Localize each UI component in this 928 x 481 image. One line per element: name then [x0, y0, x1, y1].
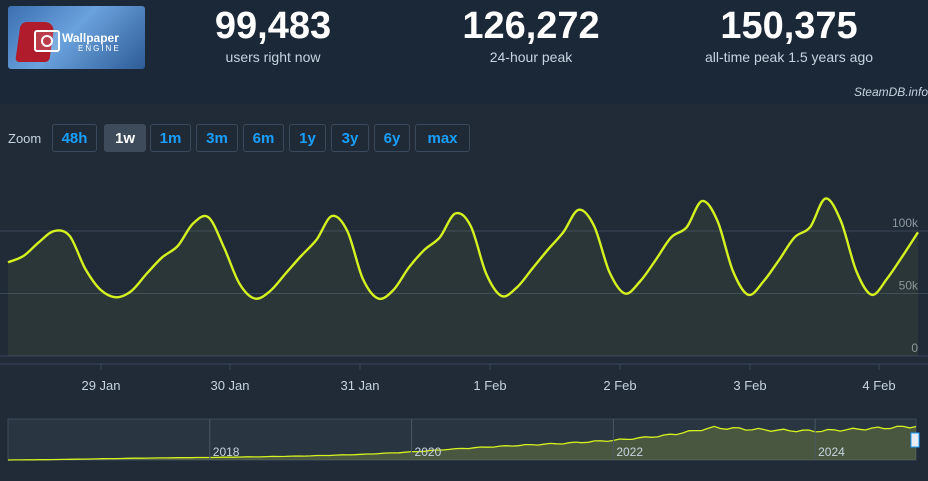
zoom-button-6m[interactable]: 6m	[243, 124, 284, 152]
stat-current-value: 99,483	[214, 5, 332, 47]
x-tick-label: 2 Feb	[603, 378, 636, 393]
stat-24h-peak-value: 126,272	[462, 5, 600, 47]
x-tick-label: 30 Jan	[210, 378, 249, 393]
wallpaper-engine-icon	[34, 30, 60, 52]
zoom-button-1w[interactable]: 1w	[104, 124, 146, 152]
stats-header: Wallpaper ENGINE 99,483 users right now …	[0, 0, 928, 83]
x-tick-label: 4 Feb	[862, 378, 895, 393]
stat-all-time-peak-label: all-time peak 1.5 years ago	[704, 49, 874, 65]
zoom-button-6y[interactable]: 6y	[374, 124, 410, 152]
navigator-tick-label: 2020	[415, 445, 442, 459]
navigator-line	[7, 425, 917, 461]
stat-current: 99,483 users right now	[173, 4, 373, 66]
y-tick-label: 100k	[892, 216, 919, 230]
y-tick-label: 0	[911, 341, 918, 355]
navigator-handle[interactable]	[910, 432, 920, 448]
stat-current-label: users right now	[225, 49, 321, 65]
zoom-button-max[interactable]: max	[415, 124, 470, 152]
zoom-label: Zoom	[8, 131, 42, 146]
app-logo[interactable]: Wallpaper ENGINE	[8, 6, 145, 69]
y-tick-label: 50k	[899, 279, 919, 293]
x-tick-label: 31 Jan	[340, 378, 379, 393]
navigator-area	[8, 426, 916, 460]
player-count-chart: 0 50k 100k 29 Jan 30 Jan 31 Jan 1 Feb 2 Feb 3 F…	[0, 197, 928, 461]
stat-all-time-peak-value: 150,375	[720, 5, 858, 47]
x-tick-label: 3 Feb	[733, 378, 766, 393]
stat-24h-peak: 126,272 24-hour peak	[431, 4, 631, 66]
zoom-button-3y[interactable]: 3y	[331, 124, 369, 152]
navigator-tick-label: 2022	[616, 445, 643, 459]
chart-series-line	[7, 197, 919, 301]
logo-subtext: ENGINE	[78, 44, 121, 53]
x-tick-label: 1 Feb	[473, 378, 506, 393]
navigator-tick-label: 2018	[213, 445, 240, 459]
zoom-button-1m[interactable]: 1m	[150, 124, 191, 152]
chart-panel	[0, 104, 928, 481]
zoom-button-3m[interactable]: 3m	[196, 124, 238, 152]
logo-text: Wallpaper	[62, 31, 119, 45]
chart-area-fill	[8, 198, 918, 356]
stat-24h-peak-label: 24-hour peak	[489, 49, 573, 65]
zoom-button-1y[interactable]: 1y	[289, 124, 326, 152]
stat-all-time-peak: 150,375 all-time peak 1.5 years ago	[689, 4, 889, 66]
x-tick-label: 29 Jan	[81, 378, 120, 393]
navigator-tick-label: 2024	[818, 445, 845, 459]
steamdb-credit[interactable]: SteamDB.info	[853, 85, 928, 99]
zoom-button-48h[interactable]: 48h	[52, 124, 97, 152]
